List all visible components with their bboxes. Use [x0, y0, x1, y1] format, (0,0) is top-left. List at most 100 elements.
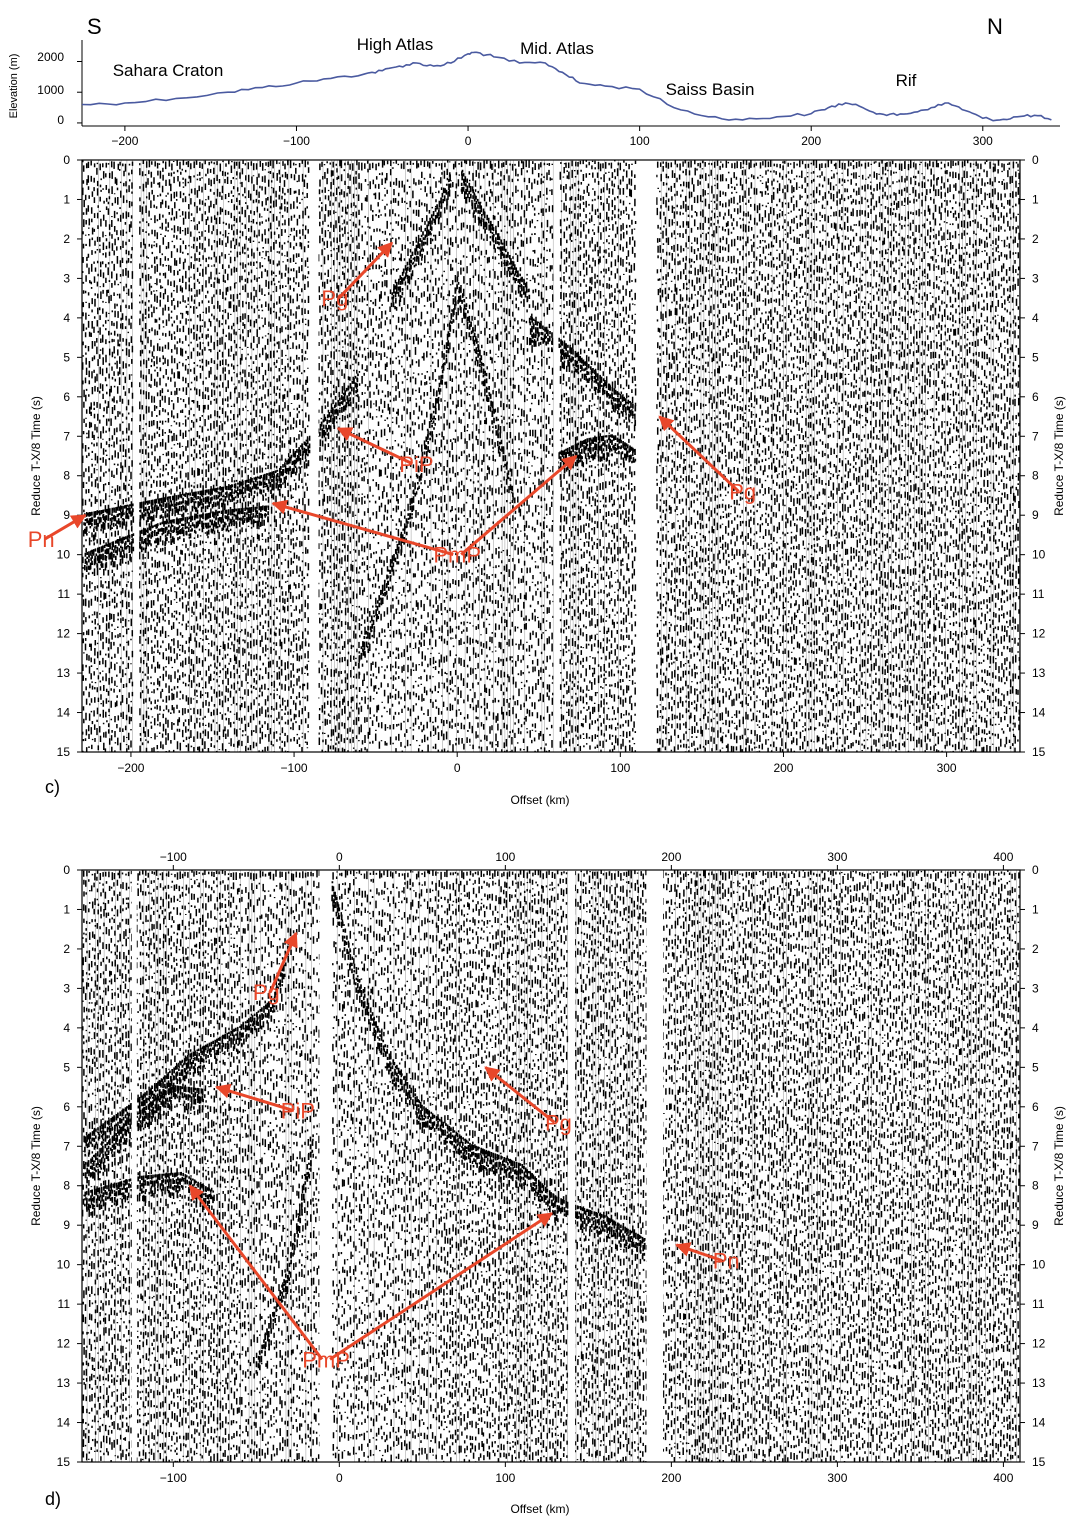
- x-tick-label-top: 400: [993, 850, 1013, 864]
- y-tick-label-right: 3: [1032, 981, 1039, 995]
- phase-arrival-band: [331, 881, 569, 1223]
- trace-gap: [131, 870, 137, 1462]
- y-tick-label-left: 2: [63, 232, 70, 246]
- y-tick-label-right: 9: [1032, 1218, 1039, 1232]
- y-tick-label-right: 6: [1032, 390, 1039, 404]
- profile-y-tick-label: 2000: [37, 50, 64, 64]
- phase-arrow: [658, 415, 740, 493]
- panel-d-x-label: Offset (km): [510, 1502, 569, 1516]
- y-tick-label-right: 9: [1032, 508, 1039, 522]
- trace-gap: [636, 160, 657, 752]
- y-tick-label-left: 6: [63, 1100, 70, 1114]
- panel-c-label: c): [45, 777, 60, 797]
- y-tick-label-left: 14: [57, 1416, 71, 1430]
- phase-arrow: [484, 1066, 556, 1124]
- phase-arrow: [460, 454, 578, 556]
- x-tick-label-bottom: 0: [454, 761, 461, 775]
- y-tick-label-right: 10: [1032, 548, 1046, 562]
- trace-gap: [553, 160, 559, 752]
- phase-arrow: [268, 931, 298, 993]
- profile-x-tick-label: 0: [465, 134, 472, 148]
- y-tick-label-right: 8: [1032, 469, 1039, 483]
- trace-gap: [310, 160, 319, 752]
- phase-label-pn: Pn: [713, 1249, 740, 1274]
- panel-d-label: d): [45, 1489, 61, 1509]
- y-tick-label-left: 13: [57, 1376, 71, 1390]
- x-tick-label-bottom: −100: [160, 1471, 187, 1485]
- profile-x-tick-label: 100: [630, 134, 650, 148]
- y-tick-label-left: 4: [63, 311, 70, 325]
- y-tick-label-left: 9: [63, 508, 70, 522]
- x-tick-label-bottom: −200: [117, 761, 144, 775]
- phase-arrow: [329, 1212, 554, 1361]
- y-tick-label-left: 1: [63, 192, 70, 206]
- phase-arrival-band: [84, 945, 290, 1157]
- phase-label-pip: PiP: [281, 1099, 315, 1124]
- panel-d-y-label-left: Reduce T-X/8 Time (s): [29, 1106, 43, 1226]
- phase-arrival-band: [83, 505, 269, 575]
- y-tick-label-right: 1: [1032, 902, 1039, 916]
- profile-x-tick-label: −100: [283, 134, 310, 148]
- panel-c-y-label-left: Reduce T-X/8 Time (s): [29, 396, 43, 516]
- phase-arrow: [674, 1242, 723, 1263]
- profile-end-right: N: [987, 14, 1003, 39]
- y-tick-label-left: 10: [57, 548, 71, 562]
- y-tick-label-left: 6: [63, 390, 70, 404]
- y-tick-label-right: 2: [1032, 232, 1039, 246]
- y-tick-label-left: 3: [63, 981, 70, 995]
- y-tick-label-left: 0: [63, 863, 70, 877]
- trace-gap: [646, 870, 664, 1462]
- phase-label-pg: Pg: [545, 1110, 572, 1135]
- profile-x-tick-label: 200: [801, 134, 821, 148]
- x-tick-label-bottom: 0: [336, 1471, 343, 1485]
- y-tick-label-right: 2: [1032, 942, 1039, 956]
- y-tick-label-right: 12: [1032, 1337, 1046, 1351]
- y-tick-label-left: 13: [57, 666, 71, 680]
- y-tick-label-right: 0: [1032, 863, 1039, 877]
- y-tick-label-left: 8: [63, 1179, 70, 1193]
- y-tick-label-right: 11: [1032, 587, 1045, 601]
- phase-arrow: [215, 1083, 295, 1113]
- phase-arrival-band: [529, 315, 637, 426]
- profile-end-left: S: [87, 14, 102, 39]
- y-tick-label-left: 12: [57, 627, 71, 641]
- y-tick-label-left: 4: [63, 1021, 70, 1035]
- x-tick-label-top: −100: [160, 850, 187, 864]
- panel-c-x-label: Offset (km): [510, 793, 569, 807]
- y-tick-label-left: 2: [63, 942, 70, 956]
- phase-arrow: [188, 1184, 324, 1361]
- phase-arrival-band: [358, 276, 514, 676]
- phase-arrow: [44, 513, 87, 541]
- region-label-sahara-craton: Sahara Craton: [113, 61, 224, 80]
- phase-arrival-band: [460, 169, 531, 303]
- y-tick-label-right: 13: [1032, 666, 1046, 680]
- y-tick-label-right: 14: [1032, 706, 1046, 720]
- phase-arrow: [336, 427, 414, 466]
- phase-label-pg: Pg: [253, 980, 280, 1005]
- phase-label-pg: Pg: [321, 286, 348, 311]
- phase-label-pg: Pg: [729, 479, 756, 504]
- phase-label-pmp: PmP: [433, 543, 481, 568]
- phase-label-pn: Pn: [28, 527, 55, 552]
- x-tick-label-bottom: 100: [610, 761, 630, 775]
- profile-x-tick-label: 300: [973, 134, 993, 148]
- seismic-traces: [81, 870, 1021, 1462]
- phase-arrival-band: [84, 1085, 206, 1184]
- phase-arrow: [271, 499, 454, 557]
- phase-arrival-band: [390, 174, 452, 310]
- y-tick-label-right: 5: [1032, 350, 1039, 364]
- y-tick-label-left: 1: [63, 902, 70, 916]
- x-tick-label-bottom: 200: [773, 761, 793, 775]
- x-tick-label-top: 200: [661, 850, 681, 864]
- panel-d-frame: [81, 869, 1021, 1463]
- profile-x-tick-label: −200: [111, 134, 138, 148]
- x-tick-label-bottom: −100: [281, 761, 308, 775]
- y-tick-label-left: 9: [63, 1218, 70, 1232]
- panel-d-y-label-right: Reduce T-X/8 Time (s): [1052, 1106, 1066, 1226]
- y-tick-label-right: 5: [1032, 1060, 1039, 1074]
- y-tick-label-right: 4: [1032, 1021, 1039, 1035]
- y-tick-label-left: 11: [58, 1297, 71, 1311]
- x-tick-label-top: 0: [336, 850, 343, 864]
